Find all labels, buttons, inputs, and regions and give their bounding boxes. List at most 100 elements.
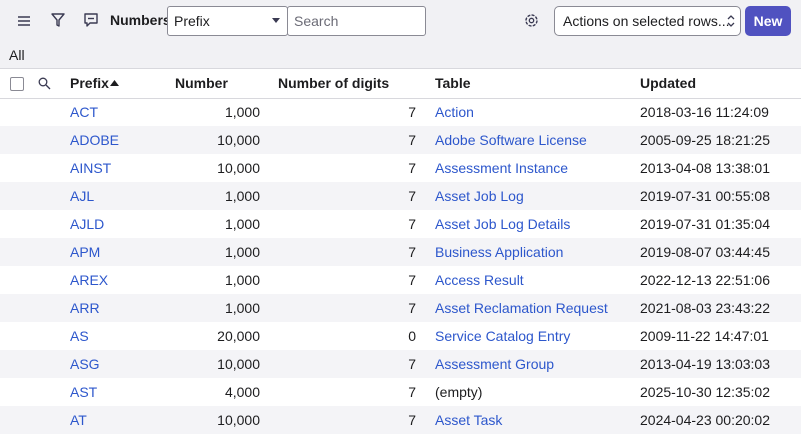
column-header[interactable]: Updated — [640, 75, 696, 91]
cell: 1,000 — [224, 272, 260, 288]
table-row: AREX 1,000 7 Access Result 2022-12-13 22:51:… — [0, 266, 801, 294]
cell: 7 — [408, 160, 416, 176]
cell: 2018-03-16 11:24:09 — [640, 104, 769, 120]
search-input[interactable]: Search — [287, 6, 426, 36]
cell: 1,000 — [224, 300, 260, 316]
settings-icon[interactable] — [523, 12, 540, 29]
cell[interactable]: AT — [70, 412, 87, 428]
cell[interactable]: AST — [70, 384, 98, 400]
cell: 1,000 — [224, 216, 260, 232]
cell[interactable]: ADOBE — [70, 132, 120, 148]
table-row: AJL 1,000 7 Asset Job Log 2019-07-31 00:55:0… — [0, 182, 801, 210]
cell[interactable]: AINST — [70, 160, 112, 176]
cell: 2013-04-19 13:03:03 — [640, 356, 770, 372]
cell[interactable]: AJLD — [70, 216, 105, 232]
cell: 2019-08-07 03:44:45 — [640, 244, 770, 260]
cell: 2019-07-31 00:55:08 — [640, 188, 770, 204]
cell[interactable]: Assessment Instance — [435, 160, 569, 176]
cell: 2022-12-13 22:51:06 — [640, 272, 770, 288]
filter-icon[interactable] — [50, 12, 66, 28]
cell: 7 — [408, 384, 416, 400]
select-all-checkbox[interactable] — [10, 77, 24, 91]
cell: 7 — [408, 132, 416, 148]
search-placeholder: Search — [294, 13, 339, 29]
cell[interactable]: Access Result — [435, 272, 524, 288]
table-row: AINST 10,000 7 Assessment Instance 2013-04-0… — [0, 154, 801, 182]
cell[interactable]: AS — [70, 328, 89, 344]
table-row: AST 4,000 7 (empty) 2025-10-30 12:35:02 — [0, 378, 801, 406]
table-row: ACT 1,000 7 Action 2018-03-16 11:24:09 — [0, 98, 801, 126]
cell: 2019-07-31 01:35:04 — [640, 216, 770, 232]
cell: 10,000 — [217, 412, 260, 428]
cell[interactable]: APM — [70, 244, 101, 260]
cell: 4,000 — [224, 384, 260, 400]
new-button[interactable]: New — [745, 6, 791, 36]
cell[interactable]: ARR — [70, 300, 100, 316]
cell[interactable]: Service Catalog Entry — [435, 328, 571, 344]
cell: 1,000 — [224, 244, 260, 260]
cell: 2025-10-30 12:35:02 — [640, 384, 770, 400]
cell: 20,000 — [217, 328, 260, 344]
field-select[interactable]: Prefix — [167, 6, 288, 36]
table-row: ADOBE 10,000 7 Adobe Software License 2005-0… — [0, 126, 801, 154]
cell: 7 — [408, 244, 416, 260]
table-row: AT 10,000 7 Asset Task 2024-04-23 00:20:02 — [0, 406, 801, 434]
cell[interactable]: Asset Job Log Details — [435, 216, 571, 232]
column-header[interactable]: Number — [175, 75, 228, 91]
actions-select[interactable]: Actions on selected rows... — [554, 6, 741, 36]
menu-icon[interactable] — [16, 13, 32, 29]
breadcrumb[interactable]: All — [9, 47, 25, 63]
cell: 7 — [408, 216, 416, 232]
cell[interactable]: AJL — [70, 188, 95, 204]
top-bar: Numbers Prefix Search Actions on selecte… — [0, 0, 801, 42]
cell: 7 — [408, 356, 416, 372]
column-header[interactable]: Number of digits — [278, 75, 390, 91]
table-row: APM 1,000 7 Business Application 2019-08-07 … — [0, 238, 801, 266]
cell: 0 — [408, 328, 416, 344]
cell[interactable]: Adobe Software License — [435, 132, 587, 148]
column-header[interactable]: Prefix — [70, 75, 109, 91]
cell: 2024-04-23 00:20:02 — [640, 412, 770, 428]
field-select-value: Prefix — [174, 13, 210, 29]
cell: 2021-08-03 23:43:22 — [640, 300, 770, 316]
table-header: Prefix Number Number of digits Table Updated — [0, 69, 801, 99]
cell[interactable]: ASG — [70, 356, 100, 372]
cell: 10,000 — [217, 356, 260, 372]
cell: 1,000 — [224, 104, 260, 120]
cell: 7 — [408, 104, 416, 120]
table-row: ASG 10,000 7 Assessment Group 2013-04-19 13:… — [0, 350, 801, 378]
list-title: Numbers — [110, 12, 171, 28]
cell: 10,000 — [217, 132, 260, 148]
actions-label: Actions on selected rows... — [563, 13, 730, 29]
table-body: ACT 1,000 7 Action 2018-03-16 11:24:09 ADOBE 1… — [0, 98, 801, 438]
sort-arrow — [110, 80, 119, 86]
cell: 2013-04-08 13:38:01 — [640, 160, 770, 176]
cell[interactable]: Assessment Group — [435, 356, 555, 372]
cell: 1,000 — [224, 188, 260, 204]
chat-icon[interactable] — [83, 12, 99, 28]
cell[interactable]: Asset Task — [435, 412, 503, 428]
cell[interactable]: Business Application — [435, 244, 564, 260]
column-search-icon[interactable] — [38, 77, 51, 90]
cell[interactable]: Asset Job Log — [435, 188, 524, 204]
cell[interactable]: AREX — [70, 272, 109, 288]
caret — [272, 18, 280, 23]
cell: 7 — [408, 300, 416, 316]
actions-caret — [727, 15, 735, 27]
cell: 7 — [408, 272, 416, 288]
cell[interactable]: Action — [435, 104, 474, 120]
cell: 7 — [408, 188, 416, 204]
cell: 7 — [408, 412, 416, 428]
cell[interactable]: ACT — [70, 104, 98, 120]
cell: 2009-11-22 14:47:01 — [640, 328, 769, 344]
cell: (empty) — [435, 384, 483, 400]
table-row: AJLD 1,000 7 Asset Job Log Details 2019-07-3… — [0, 210, 801, 238]
table-row: AS 20,000 0 Service Catalog Entry 2009-11-22… — [0, 322, 801, 350]
breadcrumb-bar: All — [0, 42, 801, 69]
cell[interactable]: Asset Reclamation Request — [435, 300, 608, 316]
column-header[interactable]: Table — [435, 75, 471, 91]
table-row: ARR 1,000 7 Asset Reclamation Request 2021-0… — [0, 294, 801, 322]
cell: 2005-09-25 18:21:25 — [640, 132, 770, 148]
cell: 10,000 — [217, 160, 260, 176]
